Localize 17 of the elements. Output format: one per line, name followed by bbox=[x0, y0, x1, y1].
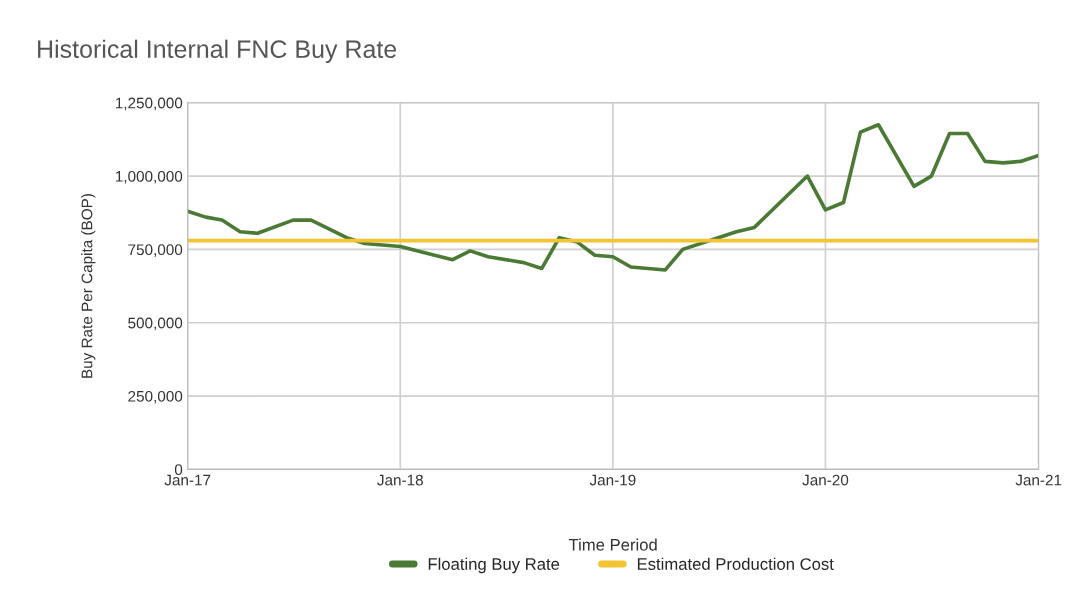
x-tick-label: Jan-17 bbox=[164, 474, 211, 486]
y-axis-title: Buy Rate Per Capita (BOP) bbox=[81, 194, 96, 378]
legend-label: Estimated Production Cost bbox=[637, 557, 834, 570]
y-tick-label: 250,000 bbox=[128, 390, 183, 404]
x-axis-title: Time Period bbox=[568, 538, 657, 551]
y-tick-label: 500,000 bbox=[128, 317, 183, 331]
y-tick-label: 1,000,000 bbox=[116, 170, 183, 184]
x-tick-label: Jan-19 bbox=[589, 474, 636, 486]
legend-label: Floating Buy Rate bbox=[428, 557, 560, 574]
y-tick-label: 1,250,000 bbox=[116, 97, 183, 111]
x-tick-label: Jan-21 bbox=[1015, 474, 1062, 486]
chart-title: Historical Internal FNC Buy Rate bbox=[38, 39, 397, 63]
x-tick-label: Jan-20 bbox=[802, 474, 849, 486]
line-series bbox=[187, 122, 1039, 272]
x-tick-label: Jan-18 bbox=[377, 474, 423, 486]
y-tick-label: 0 bbox=[174, 464, 183, 476]
y-tick-label: 750,000 bbox=[128, 244, 183, 257]
